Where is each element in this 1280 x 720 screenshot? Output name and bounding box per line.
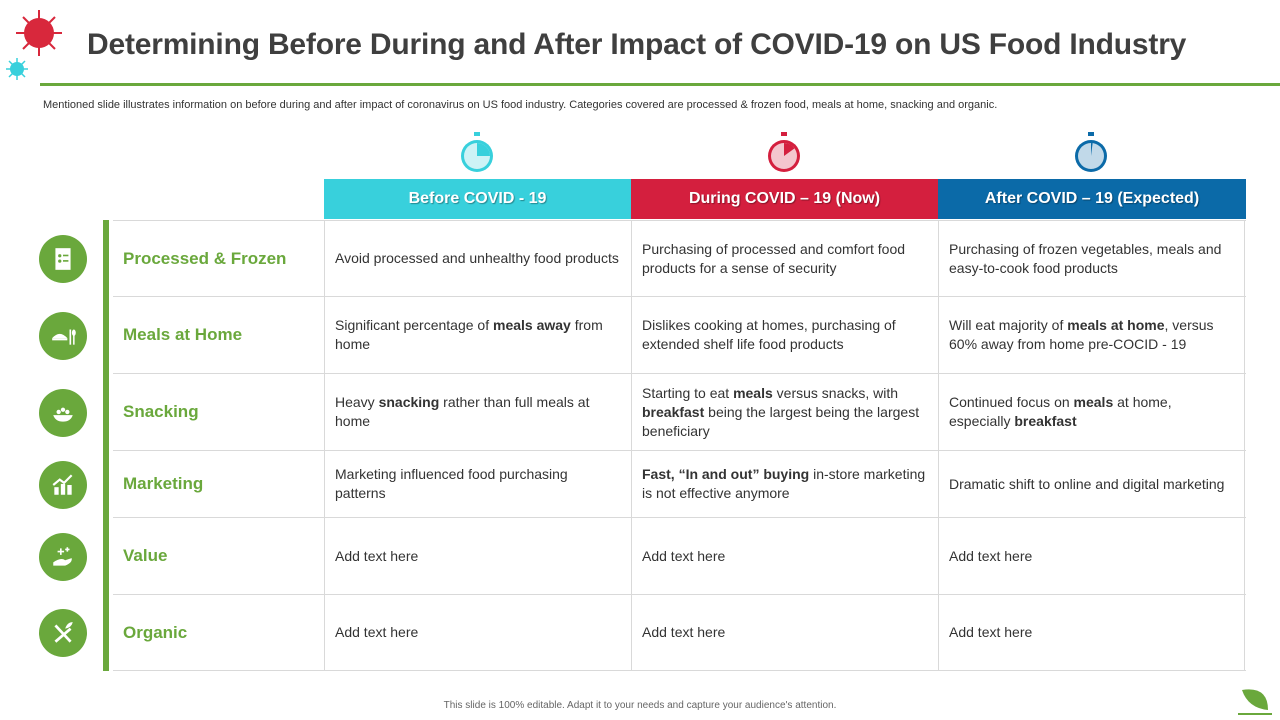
checklist-icon (55, 247, 71, 270)
cell-text: Will eat majority of (949, 317, 1068, 333)
leaf-logo-icon (1238, 689, 1272, 715)
title-divider (40, 83, 1280, 86)
table-cell: Fast, “In and out” buying in-store marke… (631, 451, 938, 517)
cell-text: Add text here (642, 624, 726, 640)
column-header: Before COVID - 19 (324, 179, 631, 219)
cell-text: meals away (493, 317, 571, 333)
cell-text: being the largest being the largest bene… (642, 403, 920, 439)
table-cell: Continued focus on meals at home, especi… (938, 374, 1245, 450)
column-header-label: After COVID – 19 (Expected) (984, 190, 1200, 207)
table-cell: Dislikes cooking at homes, purchasing of… (631, 297, 938, 373)
column-header: During COVID – 19 (Now) (631, 179, 938, 219)
cell-text: Add text here (949, 624, 1033, 640)
cell-text: Avoid processed and unhealthy food produ… (335, 250, 619, 266)
category-icon-badge (39, 234, 87, 283)
table-cell: Add text here (631, 595, 938, 670)
table-cell: Add text here (938, 595, 1245, 670)
category-icon-badge (39, 311, 87, 360)
meal-icon (52, 329, 76, 345)
table-cell: Add text here (324, 518, 631, 594)
stopwatch-icon (1075, 132, 1107, 172)
category-accent-bar (103, 220, 109, 671)
table-cell: Purchasing of processed and comfort food… (631, 221, 938, 296)
growth-chart-icon (52, 473, 73, 495)
column-header-label: Before COVID - 19 (408, 190, 547, 207)
cell-text: Add text here (949, 547, 1033, 564)
cell-text: Significant percentage of (335, 317, 493, 333)
table-cell: Add text here (324, 595, 631, 670)
table-cell: Starting to eat meals versus snacks, wit… (631, 374, 938, 450)
stopwatch-icon (768, 132, 800, 172)
category-icon-badge (39, 609, 87, 657)
cell-text: breakfast (642, 403, 705, 420)
cell-text: from home (335, 317, 603, 352)
cell-text: in-store marketing is not effective anym… (642, 466, 926, 501)
organic-cutlery-icon (54, 622, 73, 643)
virus-icon (16, 10, 62, 56)
cell-text: Purchasing of processed and comfort food… (642, 240, 906, 276)
category-label: Marketing (123, 474, 204, 493)
table-cell: Avoid processed and unhealthy food produ… (324, 221, 631, 296)
cell-text: meals (733, 384, 773, 401)
cell-text: Marketing influenced food purchasing pat… (335, 466, 568, 501)
table-row: Value Add text here Add text here Add text … (113, 518, 1246, 595)
cell-text: Add text here (335, 547, 419, 564)
table-row: Snacking Heavy snacking rather than full … (113, 374, 1246, 451)
table-cell: Purchasing of frozen vegetables, meals a… (938, 221, 1245, 296)
cell-text: Continued focus on (949, 394, 1074, 410)
cell-text: snacking (378, 394, 440, 410)
cell-text: Add text here (642, 547, 726, 564)
category-label: Value (123, 546, 168, 565)
snack-bowl-icon (53, 407, 73, 422)
table-row: Meals at Home Significant percentage of m… (113, 297, 1246, 374)
category-label: Organic (123, 622, 188, 642)
category-icon-badge (39, 460, 87, 509)
table-cell: Dramatic shift to online and digital mar… (938, 451, 1245, 517)
table-row: Processed & Frozen Avoid processed and un… (113, 220, 1246, 297)
cell-text: at home, especially (949, 394, 1172, 429)
table-cell: Add text here (631, 518, 938, 594)
column-header-label: During COVID – 19 (Now) (688, 190, 881, 207)
cell-text: rather than full meals at home (335, 394, 590, 429)
cell-text: Add text here (335, 624, 419, 640)
cell-text: meals at home (1067, 317, 1165, 333)
table-cell: Significant percentage of meals away fro… (324, 297, 631, 373)
page-title: Determining Before During and After Impa… (87, 28, 1187, 61)
table-row: Organic Add text here Add text here Add tex… (113, 595, 1246, 671)
table-row: Marketing Marketing influenced food purch… (113, 451, 1246, 518)
cell-text: meals (1073, 394, 1114, 410)
small-virus-icon (6, 58, 28, 80)
table-cell: Will eat majority of meals at home, vers… (938, 297, 1245, 373)
hand-sparkle-icon (53, 546, 72, 566)
cell-text: Starting to eat (642, 384, 734, 401)
table-cell: Marketing influenced food purchasing pat… (324, 451, 631, 517)
cell-text: Dislikes cooking at homes, purchasing of… (642, 317, 896, 352)
table-cell: Add text here (938, 518, 1245, 594)
category-label: Processed & Frozen (123, 248, 287, 268)
subtitle: Mentioned slide illustrates information … (43, 99, 998, 111)
column-header: After COVID – 19 (Expected) (938, 179, 1246, 219)
category-icon-badge (39, 388, 87, 437)
category-label: Meals at Home (123, 325, 243, 344)
cell-text: breakfast (1014, 413, 1077, 429)
footer-note: This slide is 100% editable. Adapt it to… (443, 700, 837, 711)
cell-text: Purchasing of frozen vegetables, meals a… (949, 240, 1222, 276)
cell-text: versus snacks, with (772, 384, 899, 401)
cell-text: Dramatic shift to online and digital mar… (949, 475, 1225, 492)
table-cell: Heavy snacking rather than full meals at… (324, 374, 631, 450)
category-icon-badge (39, 532, 87, 581)
category-label: Snacking (123, 402, 199, 421)
stopwatch-icon (461, 132, 493, 172)
cell-text: Fast, “In and out” buying (642, 466, 810, 482)
cell-text: , versus 60% away from home pre-COCID - … (949, 317, 1214, 352)
cell-text: Heavy (335, 394, 379, 410)
